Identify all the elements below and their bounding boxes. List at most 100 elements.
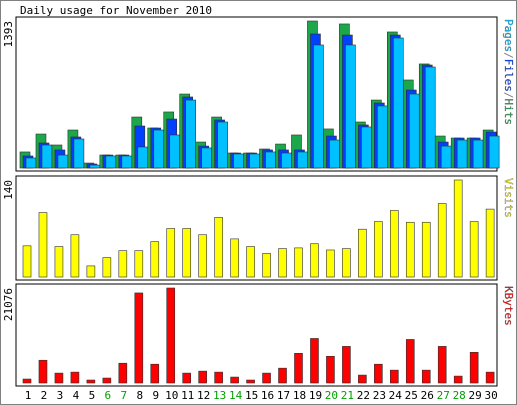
x-tick-label: 27 <box>437 389 450 402</box>
bar <box>310 338 319 384</box>
x-tick-label: 8 <box>136 389 143 402</box>
bar <box>25 157 37 169</box>
legend-entry: KBytes <box>502 286 515 326</box>
bar <box>41 144 53 169</box>
legend-separator: / <box>502 52 515 59</box>
bar <box>390 210 399 278</box>
bar <box>294 353 303 384</box>
bar <box>214 217 223 278</box>
bar <box>198 234 207 278</box>
x-tick-label: 14 <box>229 389 243 402</box>
bar <box>437 203 447 278</box>
bar <box>342 248 351 278</box>
bar <box>182 228 191 278</box>
bar <box>326 355 335 384</box>
bar <box>73 138 85 169</box>
bar <box>150 241 160 278</box>
bar <box>358 374 367 384</box>
y-tick-label: 21076 <box>2 288 15 321</box>
x-tick-label: 25 <box>405 389 418 402</box>
bar <box>485 208 495 278</box>
x-tick-label: 20 <box>325 389 338 402</box>
bar <box>246 379 255 384</box>
bar <box>57 154 69 169</box>
bar <box>472 139 484 169</box>
bar <box>294 247 303 278</box>
bar <box>198 370 207 384</box>
bar <box>424 66 436 169</box>
legend-entry: Files <box>502 59 515 92</box>
legend-separator: / <box>502 92 515 99</box>
x-tick-label: 1 <box>25 389 32 402</box>
x-tick-label: 29 <box>469 389 482 402</box>
bar <box>102 257 112 278</box>
bar <box>440 145 452 169</box>
x-tick-label: 3 <box>57 389 64 402</box>
y-tick-label: 1393 <box>2 21 15 48</box>
bar <box>281 152 292 169</box>
bar <box>86 265 96 278</box>
bar <box>421 221 431 278</box>
legend: Pages/Files/Hits <box>502 19 515 125</box>
bar <box>246 246 255 278</box>
bar <box>22 245 32 278</box>
bar <box>105 155 117 169</box>
bar <box>297 151 308 169</box>
bar <box>453 179 463 278</box>
x-tick-label: 4 <box>73 389 80 402</box>
x-tick-label: 17 <box>277 389 290 402</box>
x-tick-label: 6 <box>105 389 112 402</box>
legend-entry: Visits <box>502 178 515 218</box>
bar <box>421 369 431 384</box>
bar <box>485 371 495 384</box>
bar <box>437 346 447 384</box>
bar <box>169 134 181 169</box>
bar <box>265 151 276 169</box>
x-tick-label: 5 <box>89 389 96 402</box>
bar <box>390 369 399 384</box>
x-tick-label: 15 <box>245 389 258 402</box>
x-tick-label: 24 <box>389 389 403 402</box>
x-tick-label: 12 <box>197 389 210 402</box>
x-tick-label: 18 <box>293 389 306 402</box>
y-tick-label: 140 <box>2 180 15 200</box>
x-tick-label: 28 <box>453 389 466 402</box>
chart-title: Daily usage for November 2010 <box>20 4 212 17</box>
bar <box>342 346 351 384</box>
bar <box>329 139 340 169</box>
bar <box>233 153 244 169</box>
x-tick-label: 21 <box>341 389 354 402</box>
legend-entry: Pages <box>502 19 515 52</box>
x-tick-label: 30 <box>485 389 498 402</box>
bar <box>70 371 80 384</box>
panel-frame <box>15 175 498 281</box>
x-tick-label: 2 <box>41 389 48 402</box>
bar <box>469 352 479 384</box>
bar <box>214 371 223 384</box>
bar <box>469 221 479 278</box>
x-tick-label: 9 <box>152 389 159 402</box>
bar <box>262 253 271 278</box>
bar <box>488 135 500 169</box>
legend: Visits <box>502 178 515 218</box>
x-tick-label: 7 <box>121 389 128 402</box>
bar <box>405 339 415 384</box>
bar <box>121 155 133 169</box>
bar <box>166 228 176 278</box>
bar <box>38 359 48 384</box>
panel-frame <box>15 283 498 387</box>
bar <box>166 287 176 384</box>
bar <box>201 147 212 169</box>
bar <box>89 164 101 169</box>
bar <box>22 378 32 384</box>
legend-entry: Hits <box>502 99 515 126</box>
bar <box>137 146 149 169</box>
x-tick-label: 11 <box>181 389 194 402</box>
legend: KBytes <box>502 286 515 326</box>
bar <box>118 362 128 384</box>
bar <box>54 246 64 278</box>
bar <box>374 221 383 278</box>
x-tick-label: 13 <box>213 389 226 402</box>
